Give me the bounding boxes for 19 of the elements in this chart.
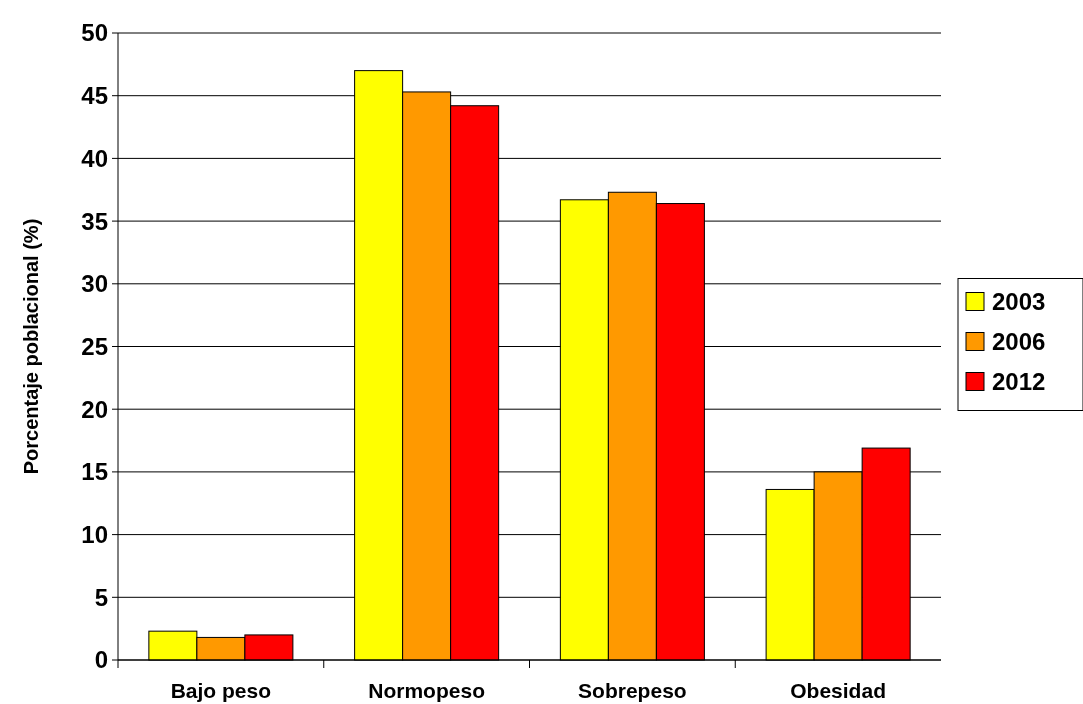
x-tick-label: Obesidad	[790, 679, 886, 702]
y-tick-label: 30	[81, 270, 108, 298]
x-tick-label: Sobrepeso	[578, 679, 687, 702]
y-tick-label: 5	[94, 583, 108, 611]
legend-label: 2012	[992, 367, 1046, 395]
y-tick-label: 0	[94, 646, 108, 674]
y-tick-label: 20	[81, 395, 108, 423]
x-tick-label: Bajo peso	[170, 679, 272, 702]
y-tick-label: 40	[81, 144, 108, 172]
legend-label: 2003	[992, 287, 1046, 315]
y-tick-label: 35	[81, 207, 108, 235]
y-axis-title: Porcentaje poblacional (%)	[20, 218, 42, 475]
x-tick-label: Normopeso	[368, 679, 485, 702]
y-tick-label: 10	[81, 521, 108, 548]
y-tick-label: 50	[81, 19, 108, 47]
y-tick-label: 15	[81, 458, 108, 486]
legend-label: 2006	[992, 327, 1046, 355]
y-tick-label: 45	[81, 82, 108, 110]
y-tick-label: 25	[81, 332, 108, 360]
